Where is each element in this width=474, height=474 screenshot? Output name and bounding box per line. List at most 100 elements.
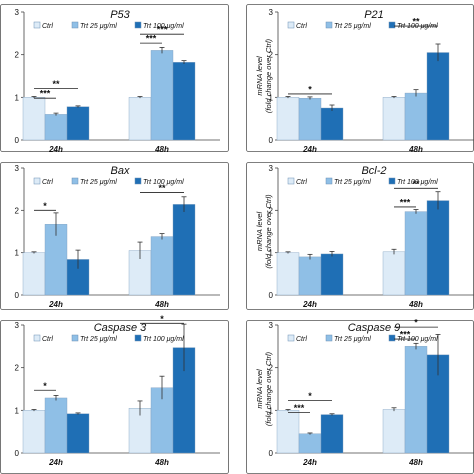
legend-label: Ctrl [42, 336, 53, 343]
y-tick-label: 2 [15, 51, 20, 60]
legend-swatch [134, 177, 142, 185]
bar [298, 97, 322, 141]
significance-label: * [43, 381, 47, 391]
legend-label: Trt 25 μg/ml [80, 23, 117, 30]
y-tick-label: 1 [269, 249, 274, 258]
chart-panel-3: 0 1 2 3 Bax Ctrl Trt 25 μg/ml Trt 100 μg/ml 24h 4… [0, 162, 229, 310]
significance-label: * [414, 318, 418, 328]
legend-label: Trt 100 μg/ml [143, 23, 184, 30]
bar [22, 252, 46, 296]
chart-title: Bcl-2 [361, 165, 386, 177]
significance-label: * [308, 391, 312, 401]
bar [404, 211, 428, 296]
chart-title: Bax [111, 165, 130, 177]
significance-label: * [160, 314, 164, 324]
y-tick-label: 3 [269, 164, 274, 173]
significance-label: *** [146, 34, 157, 44]
legend-swatch [388, 21, 396, 29]
y-tick-label: 0 [15, 291, 20, 300]
y-tick-label: 3 [15, 164, 20, 173]
bar [298, 256, 322, 296]
legend-label: Trt 100 μg/ml [143, 336, 184, 343]
y-tick-label: 1 [269, 406, 274, 415]
legend-label: Ctrl [296, 336, 307, 343]
legend-label: Trt 25 μg/ml [334, 336, 371, 343]
significance-label: *** [400, 330, 411, 340]
bar [44, 114, 68, 141]
bar [150, 236, 174, 296]
significance-label: ** [158, 183, 166, 193]
legend-swatch [33, 334, 41, 342]
y-axis-label-line: (fold change over Ctrl) [264, 38, 273, 113]
legend-swatch [287, 177, 295, 185]
significance-label: *** [157, 25, 168, 35]
y-tick-label: 2 [269, 206, 274, 215]
bar [382, 251, 406, 296]
y-tick-label: 1 [15, 93, 20, 102]
bar [22, 97, 46, 141]
bar [276, 97, 300, 141]
significance-label: * [43, 201, 47, 211]
bar [426, 200, 450, 296]
y-tick-label: 2 [269, 51, 274, 60]
significance-label: *** [40, 89, 51, 99]
bar [44, 397, 68, 454]
y-tick-label: 2 [269, 364, 274, 373]
bar [382, 409, 406, 454]
category-label: 24h [48, 145, 63, 154]
legend-label: Trt 100 μg/ml [397, 23, 438, 30]
y-tick-label: 0 [15, 449, 20, 458]
bar [172, 62, 196, 141]
chart-title: P21 [364, 9, 384, 21]
legend-swatch [325, 177, 333, 185]
legend-label: Ctrl [42, 179, 53, 186]
category-label: 48h [154, 145, 169, 154]
y-axis-label-line: mRNA level [255, 56, 264, 96]
significance-label: ** [412, 179, 420, 189]
legend-label: Ctrl [296, 179, 307, 186]
bar [66, 106, 90, 141]
bar [298, 433, 322, 454]
significance-label: ** [412, 17, 420, 27]
legend-swatch [287, 334, 295, 342]
bar [150, 50, 174, 141]
legend-swatch [134, 21, 142, 29]
y-axis-label: mRNA level(fold change over Ctrl) [255, 38, 273, 113]
chart-panel-6: 0 1 2 3 mRNA level(fold change over Ctrl) Cas… [246, 318, 474, 474]
bar [320, 253, 344, 296]
y-tick-label: 1 [15, 249, 20, 258]
bar [320, 107, 344, 141]
y-tick-label: 3 [269, 321, 274, 330]
legend-swatch [388, 334, 396, 342]
y-axis-label-line: (fold change over Ctrl) [264, 194, 273, 269]
y-tick-label: 2 [15, 364, 20, 373]
chart-panel-4: 0 1 2 3 mRNA level(fold change over Ctrl) Bcl… [246, 162, 474, 310]
category-label: 24h [48, 458, 63, 467]
y-tick-label: 3 [15, 8, 20, 17]
y-axis-label-line: mRNA level [255, 212, 264, 252]
bar [66, 413, 90, 454]
significance-label: *** [400, 197, 411, 207]
significance-label: * [308, 84, 312, 94]
category-label: 48h [408, 145, 423, 154]
y-tick-label: 1 [269, 93, 274, 102]
bar [22, 410, 46, 454]
significance-label: *** [294, 403, 305, 413]
category-label: 24h [302, 300, 317, 309]
bar [276, 252, 300, 296]
chart-title: Caspase 3 [94, 322, 147, 334]
category-label: 48h [154, 300, 169, 309]
chart-title: P53 [110, 9, 130, 21]
legend-label: Trt 25 μg/ml [334, 23, 371, 30]
chart-panel-1: 0 1 2 3 P53 Ctrl Trt 25 μg/ml Trt 100 μg/ml 24h 4… [0, 4, 229, 154]
category-label: 48h [408, 300, 423, 309]
category-label: 48h [154, 458, 169, 467]
y-tick-label: 3 [15, 321, 20, 330]
chart-title: Caspase 9 [348, 322, 401, 334]
bar [276, 410, 300, 454]
legend-label: Trt 100 μg/ml [143, 179, 184, 186]
y-tick-label: 0 [15, 136, 20, 145]
category-label: 48h [408, 458, 423, 467]
y-axis-label: mRNA level(fold change over Ctrl) [255, 351, 273, 426]
